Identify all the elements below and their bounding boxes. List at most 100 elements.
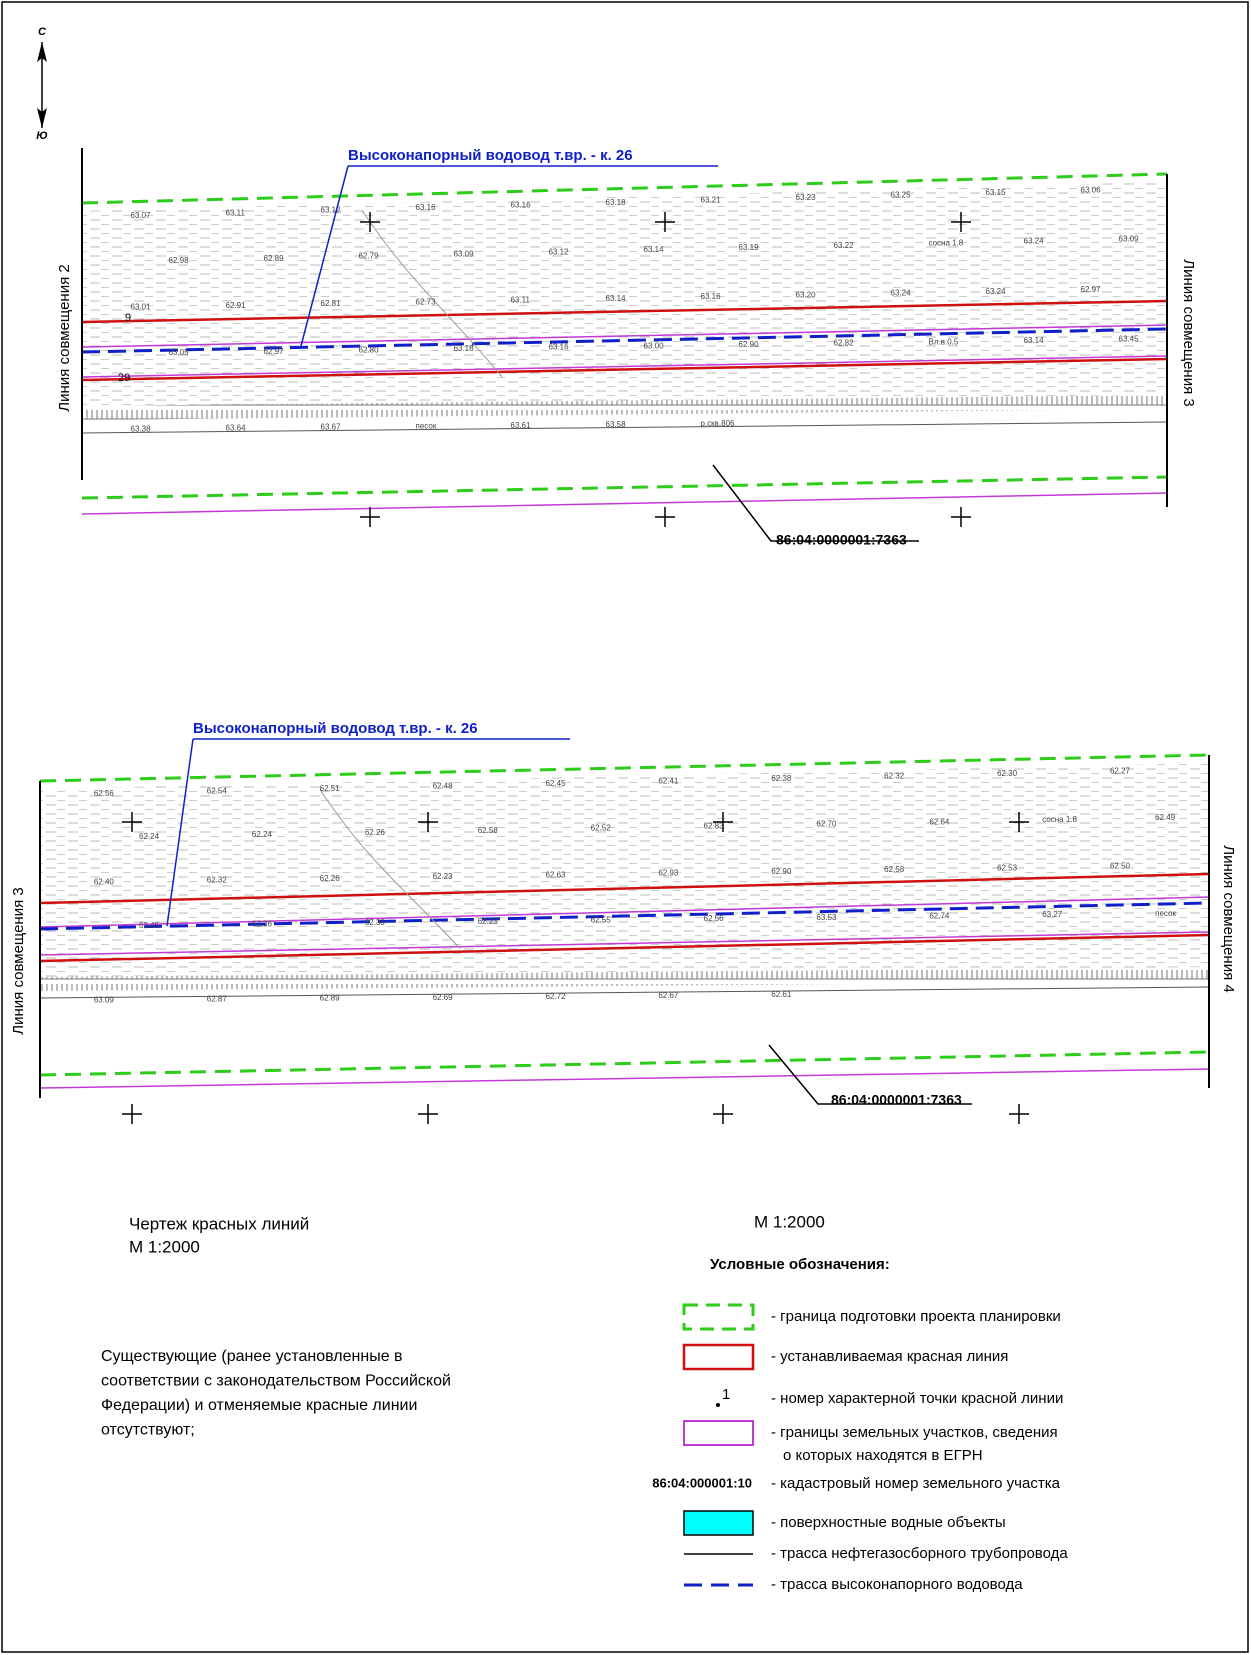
leader-line [712,464,919,542]
elevation-label: 62.79 [359,252,380,261]
elevation-label: 63.12 [549,247,570,256]
elevation-label: 62.50 [1110,862,1131,871]
side-label: Линия совмещения 3 [1180,259,1197,406]
elevation-label: 62.24 [252,830,273,839]
elevation-label: 63.09 [1119,234,1140,243]
elevation-label: 62.93 [658,869,679,878]
legend-text: - трасса высоконапорного водовода [771,1576,1023,1593]
legend-title: Условные обозначения: [710,1256,890,1273]
elevation-label: 62.36 [252,920,273,929]
grid-cross [713,1104,733,1124]
legend-sample: 1 [722,1386,730,1403]
elevation-label: 62.52 [591,824,612,833]
side-label: Линия совмещения 2 [56,264,73,411]
grid-cross [1009,1104,1029,1124]
elevation-label: 62.30 [365,918,386,927]
elevation-label: 62.45 [139,921,160,930]
elevation-label: 63.14 [1024,336,1045,345]
elevation-label: 62.56 [94,789,115,798]
elevation-label: 63.15 [986,188,1007,197]
elevation-label: 62.83 [704,822,725,831]
elevation-label: 62.38 [771,774,792,783]
caption-scale: М 1:2000 [129,1237,200,1256]
elevation-label: 62.70 [816,819,837,828]
elevation-label: 62.90 [739,340,760,349]
grid-cross [713,812,733,832]
north-label: С [38,26,47,38]
elevation-label: сосна 1.8 [929,239,964,248]
elevation-label: 63.18 [454,344,475,353]
elevation-label: 62.23 [478,917,499,926]
elevation-label: 63.22 [834,241,855,250]
elevation-label: песок [416,422,437,431]
elevation-label: 62.61 [771,990,792,999]
elevation-label: 63.16 [549,343,570,352]
elevation-label: 62.51 [320,784,341,793]
elevation-label: 63.12 [321,206,342,215]
note-line: отсутствуют; [101,1422,195,1439]
elevation-label: 62.32 [884,771,905,780]
compass: С Ю [36,26,47,142]
elevation-label: 62.45 [545,779,566,788]
red-line-point: 9 [125,312,131,324]
side-label: Линия совмещения 3 [10,887,27,1034]
elevation-label: 63.11 [511,296,531,305]
elevation-label: сосна 1.8 [1042,815,1077,824]
south-label: Ю [36,130,47,142]
caption-title: Чертеж красных линий [129,1214,309,1233]
elevation-label: 63.53 [816,913,837,922]
elevation-label: 63.20 [796,290,817,299]
legend-text: о которых находятся в ЕГРН [783,1447,983,1464]
elevation-label: 63.16 [416,203,437,212]
elevation-label: 63.09 [94,996,115,1005]
oil-gas-pipeline [39,986,1210,999]
elevation-label: 63.01 [131,303,152,312]
map-sheet: 62.56 62.54 62.51 62.48 62.45 62.41 62.38 62.32… [10,720,1237,1124]
elevation-label: 63.11 [226,208,246,217]
elevation-label: 63.18 [606,198,627,207]
grid-cross [360,507,380,527]
land-plot-boundary [39,896,1210,928]
planning-boundary [81,475,1168,500]
terrain-contour [319,789,461,949]
note-line: Существующие (ранее установленные в [101,1348,403,1365]
terrain-contour [361,210,503,378]
legend-symbol [716,1403,720,1407]
legend-text: - граница подготовки проекта планировки [771,1308,1061,1325]
elevation-label: 62.23 [433,872,454,881]
land-plot-boundary [81,324,1168,348]
elevation-label: 63.64 [226,424,247,433]
elevation-label: 62.58 [884,865,905,874]
elevation-label: 63.38 [131,425,152,434]
elevation-label: 62.49 [1155,813,1176,822]
elevation-label: 62.69 [433,993,454,1002]
elevation-label: 63.23 [796,193,817,202]
elevation-label: 62.67 [658,991,679,1000]
legend-text: - кадастровый номер земельного участка [771,1475,1061,1492]
elevation-label: 63.16 [701,292,722,301]
legend-text: - устанавливаемая красная линия [771,1348,1008,1365]
legend-text: - границы земельных участков, сведения [771,1424,1058,1441]
elevation-label: 62.80 [359,345,380,354]
elevation-label: 62.89 [320,994,341,1003]
elevation-label: 63.61 [511,421,532,430]
elevation-label: 63.58 [606,420,627,429]
swamp-area [82,182,1167,406]
legend-symbol [683,1420,754,1446]
elevation-label: 62.73 [416,297,437,306]
legend-symbol [683,1510,754,1536]
grid-cross [360,212,380,232]
elevation-label: 62.30 [997,769,1018,778]
elevation-label: 62.74 [929,911,950,920]
red-line [39,933,1210,963]
grid-cross [951,212,971,232]
red-line [39,872,1210,905]
elevation-label: 63.24 [1024,237,1045,246]
elevation-label: 63.05 [169,348,190,357]
elevation-label: 62.32 [207,876,228,885]
elevation-label: 62.87 [207,995,228,1004]
grid-cross [655,212,675,232]
map-sheet: 63.07 63.11 63.12 63.16 63.16 63.18 63.21 63.23… [56,147,1197,548]
elevation-label: 63.27 [1042,910,1063,919]
